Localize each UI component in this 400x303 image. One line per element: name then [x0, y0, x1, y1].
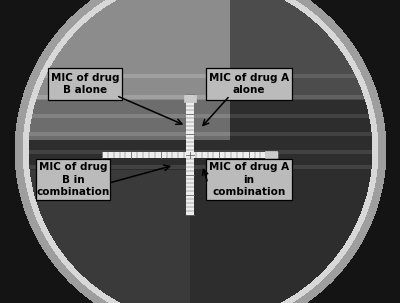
Bar [184, 95, 196, 102]
Bar [186, 94, 194, 215]
FancyBboxPatch shape [36, 159, 110, 200]
Text: MIC of drug A
in
combination: MIC of drug A in combination [209, 162, 289, 197]
FancyBboxPatch shape [48, 68, 122, 100]
Bar [265, 151, 277, 158]
FancyBboxPatch shape [206, 68, 292, 100]
Text: MIC of drug
B in
combination: MIC of drug B in combination [36, 162, 110, 197]
Text: MIC of drug A
alone: MIC of drug A alone [209, 73, 289, 95]
Bar [102, 152, 278, 158]
Text: MIC of drug
B alone: MIC of drug B alone [51, 73, 119, 95]
FancyBboxPatch shape [206, 159, 292, 200]
